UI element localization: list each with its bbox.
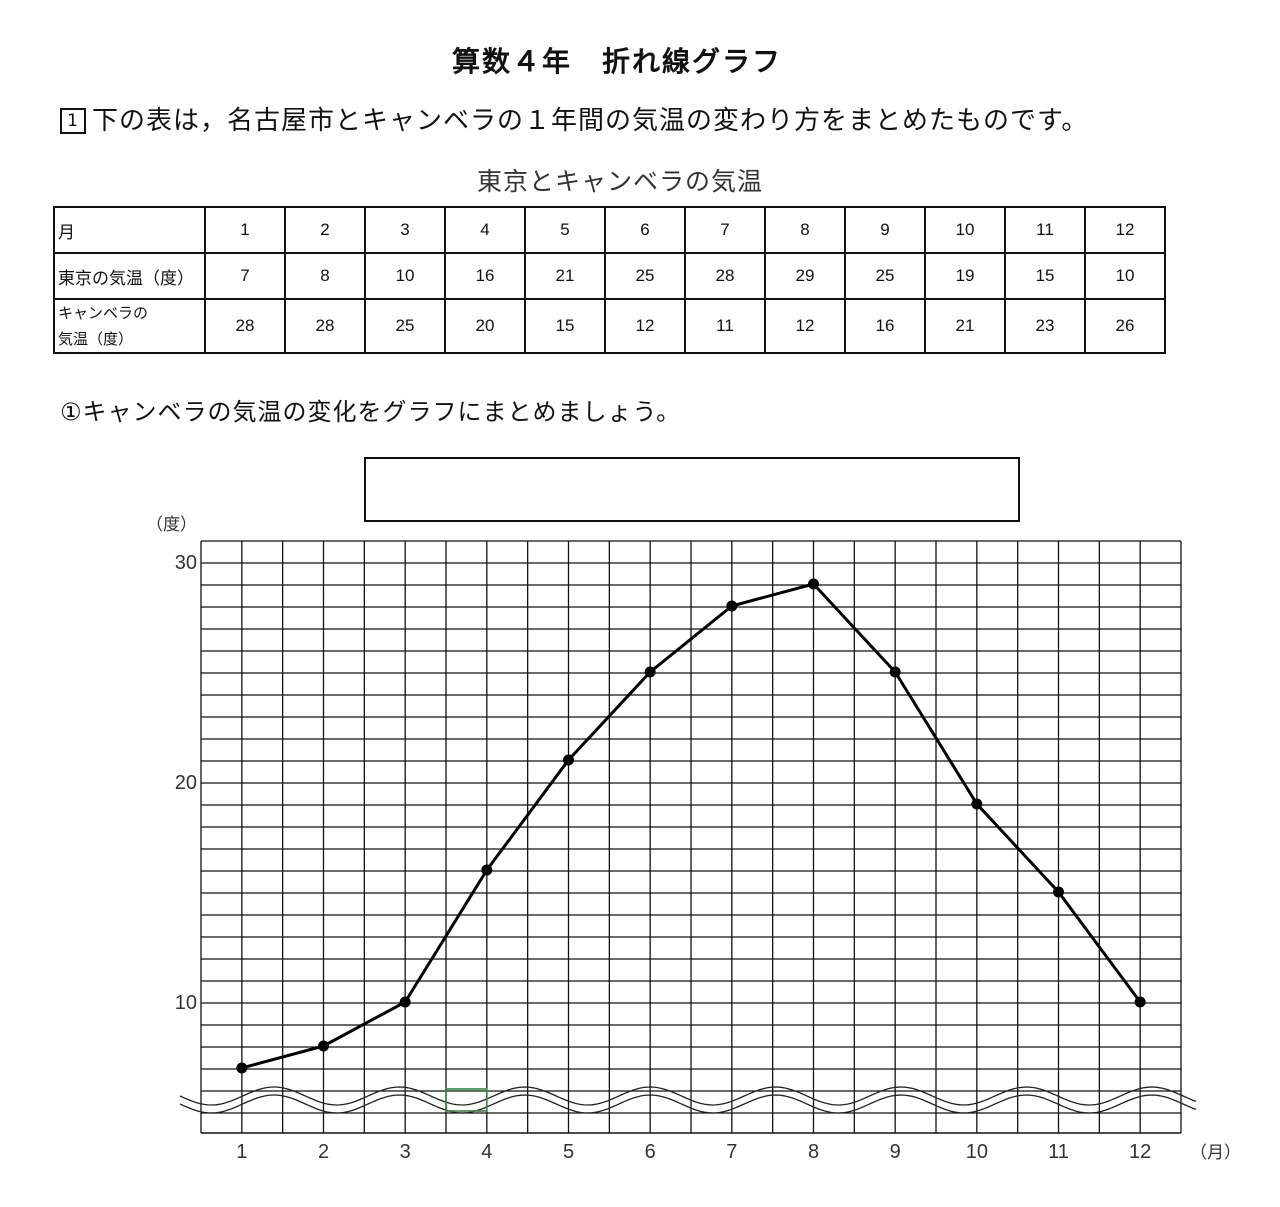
table-cell: 7: [684, 206, 766, 254]
table-cell: 2: [284, 206, 366, 254]
data-point: [481, 864, 493, 876]
table-cell: 11: [684, 298, 766, 354]
table-cell: 4: [444, 206, 526, 254]
table-cell: 20: [444, 298, 526, 354]
series-line: [241, 582, 1142, 1070]
table-cell: 3: [364, 206, 446, 254]
table-row-months: 月 1 2 3 4 5 6 7 8 9 10 11 12: [53, 206, 1166, 254]
x-tick-label: 12: [1129, 1141, 1151, 1163]
table-cell: 15: [1004, 252, 1086, 300]
axis-break-wave: [179, 1094, 1197, 1114]
x-tick-label: 1: [236, 1141, 247, 1163]
y-tick-label: 10: [175, 992, 197, 1014]
x-tick-label: 5: [563, 1141, 574, 1163]
data-point: [889, 666, 901, 678]
highlight-box: [445, 1088, 488, 1112]
question-1: 1 下の表は，名古屋市とキャンベラの１年間の気温の変わり方をまとめたものです。: [60, 100, 1088, 137]
page-title: 算数４年 折れ線グラフ: [451, 45, 782, 78]
chart-series: [236, 578, 1146, 1074]
table-cell: 10: [924, 206, 1006, 254]
table-cell: 25: [364, 298, 446, 354]
x-axis-unit: （月）: [1190, 1143, 1241, 1163]
question-text: 下の表は，名古屋市とキャンベラの１年間の気温の変わり方をまとめたものです。: [92, 106, 1089, 136]
table-cell: 5: [524, 206, 606, 254]
x-tick-label: 4: [481, 1141, 492, 1163]
table-cell: 1: [204, 206, 286, 254]
data-point: [808, 578, 819, 590]
data-point: [563, 754, 574, 766]
table-cell: 7: [204, 252, 286, 300]
table-cell: 12: [604, 298, 686, 354]
x-tick-label: 7: [726, 1141, 737, 1163]
x-tick-label: 10: [966, 1141, 988, 1163]
table-cell: 15: [524, 298, 606, 354]
table-cell: 21: [924, 298, 1006, 354]
table-cell: 25: [604, 252, 686, 300]
table-cell: 28: [284, 298, 366, 354]
data-point: [726, 600, 738, 612]
table-cell: 28: [204, 298, 286, 354]
table-cell: 8: [284, 252, 366, 300]
y-tick-label: 30: [175, 552, 197, 574]
table-cell: 10: [364, 252, 446, 300]
data-point: [971, 798, 983, 810]
data-point: [644, 666, 656, 678]
table-cell: 26: [1084, 298, 1166, 354]
temperature-table: 月 1 2 3 4 5 6 7 8 9 10 11 12 東京の気温（度） 7 …: [53, 206, 1166, 354]
table-cell: 11: [1004, 206, 1086, 254]
chart-title-answer-box[interactable]: [364, 457, 1020, 522]
table-cell: 16: [444, 252, 526, 300]
table-cell: 9: [844, 206, 926, 254]
y-axis-labels: 30 20 10: [175, 552, 197, 1014]
question-number-box: 1: [60, 108, 86, 134]
data-point: [236, 1062, 248, 1074]
x-tick-label: 3: [400, 1141, 411, 1163]
row-label-tokyo: 東京の気温（度）: [53, 252, 206, 300]
table-cell: 19: [924, 252, 1006, 300]
x-tick-label: 2: [318, 1141, 329, 1163]
table-cell: 28: [684, 252, 766, 300]
table-cell: 8: [764, 206, 846, 254]
data-point: [318, 1040, 329, 1052]
sub-question-1: ①キャンベラの気温の変化をグラフにまとめましょう。: [60, 398, 682, 426]
chart-grid: [200, 540, 1182, 1134]
highlight-rect: [445, 1088, 488, 1112]
y-tick-label: 20: [175, 772, 197, 794]
data-point: [1053, 886, 1064, 898]
table-title: 東京とキャンベラの気温: [476, 167, 763, 196]
row-label-canberra-line2: 気温（度）: [58, 330, 134, 348]
data-point: [1134, 996, 1146, 1008]
x-tick-label: 9: [890, 1141, 901, 1163]
table-cell: 10: [1084, 252, 1166, 300]
row-label-canberra-line1: キャンベラの: [58, 304, 149, 322]
x-tick-label: 8: [808, 1141, 819, 1163]
table-cell: 12: [764, 298, 846, 354]
table-cell: 12: [1084, 206, 1166, 254]
table-row-tokyo: 東京の気温（度） 7 8 10 16 21 25 28 29 25 19 15 …: [53, 252, 1166, 300]
table-row-canberra: キャンベラの 気温（度） 28 28 25 20 15 12 11 12 16 2…: [53, 298, 1166, 354]
axis-break: [179, 1086, 1197, 1114]
table-cell: 25: [844, 252, 926, 300]
data-point: [399, 996, 411, 1008]
x-tick-label: 11: [1048, 1141, 1069, 1163]
row-label-month: 月: [53, 206, 206, 254]
table-cell: 23: [1004, 298, 1086, 354]
table-cell: 6: [604, 206, 686, 254]
axis-break-wave: [179, 1086, 1197, 1106]
x-axis-labels: 1 2 3 4 5 6 7 8 9 10 11 12: [236, 1141, 1151, 1163]
table-cell: 21: [524, 252, 606, 300]
row-label-canberra: キャンベラの 気温（度）: [53, 298, 206, 354]
table-cell: 29: [764, 252, 846, 300]
table-cell: 16: [844, 298, 926, 354]
y-axis-unit: （度）: [146, 515, 197, 535]
x-tick-label: 6: [645, 1141, 656, 1163]
